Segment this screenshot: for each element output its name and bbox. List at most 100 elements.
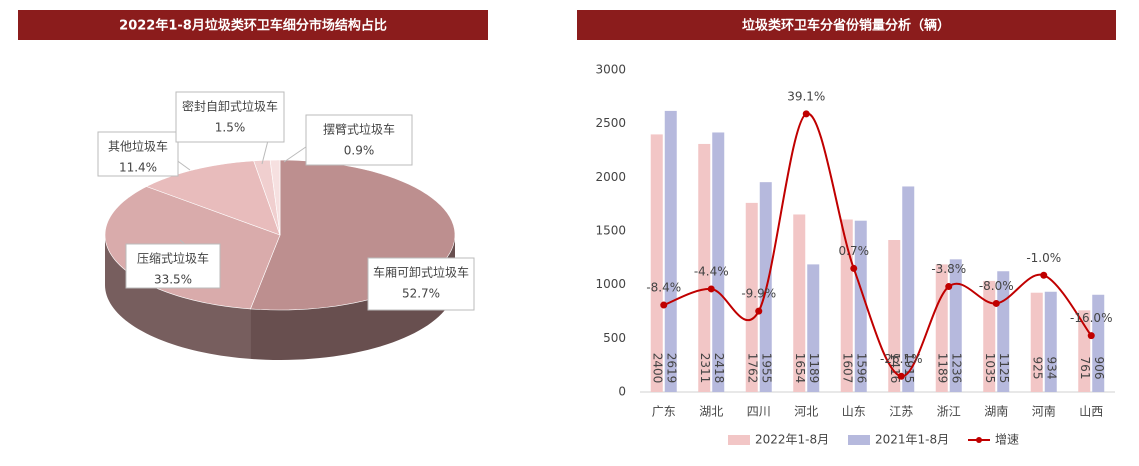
- line-value-label: -16.0%: [1070, 311, 1112, 325]
- line-marker: [802, 110, 810, 118]
- callout-box: [97, 131, 179, 177]
- bar: [854, 220, 867, 392]
- line-value-label: -9.9%: [741, 287, 776, 301]
- line-value-label: -1.0%: [1026, 251, 1061, 265]
- slice-label: 其他垃圾车: [108, 139, 168, 154]
- bar: [1092, 294, 1105, 392]
- line-marker: [850, 264, 858, 272]
- bar: [1044, 291, 1057, 392]
- slice-label: 压缩式垃圾车: [137, 251, 209, 266]
- x-tick-label: 河南: [1032, 404, 1056, 419]
- slice-label: 摆臂式垃圾车: [323, 122, 395, 137]
- x-tick-label: 江苏: [889, 405, 913, 419]
- line-value-label: 39.1%: [787, 89, 825, 103]
- y-tick-label: 1500: [595, 224, 626, 238]
- line-value-label: -8.0%: [979, 279, 1014, 293]
- bar: [840, 219, 853, 392]
- legend-label: 2022年1-8月: [755, 433, 829, 447]
- x-tick-label: 湖北: [699, 404, 723, 419]
- slice-value-label: 0.9%: [344, 144, 375, 158]
- bar-value-label: 1654: [793, 353, 807, 384]
- callout-box: [367, 257, 475, 311]
- bar-value-label: 2619: [664, 353, 678, 384]
- pie-side: [105, 235, 251, 359]
- slice-label: 密封自卸式垃圾车: [182, 99, 278, 114]
- legend-label: 2021年1-8月: [875, 433, 949, 447]
- bar-value-label: 1762: [745, 353, 759, 384]
- bar-value-label: 925: [1030, 357, 1044, 380]
- line-marker: [945, 283, 953, 291]
- line-marker: [660, 301, 668, 309]
- line-marker: [707, 285, 715, 293]
- x-tick-label: 广东: [652, 405, 676, 419]
- slice-value-label: 33.5%: [154, 273, 192, 287]
- pie-slice: [145, 160, 281, 236]
- slice-value-label: 11.4%: [119, 161, 157, 175]
- line-value-label: -26.1%: [880, 352, 922, 366]
- legend-swatch: [848, 435, 870, 445]
- bar: [1030, 292, 1043, 392]
- chart-title: 2022年1-8月垃圾类环卫车细分市场结构占比: [119, 18, 387, 34]
- bar-value-label: 761: [1078, 357, 1092, 380]
- callout-box: [305, 114, 413, 166]
- bar-value-label: 934: [1044, 357, 1058, 380]
- bar-value-label: 1596: [854, 353, 868, 384]
- legend-swatch: [728, 435, 750, 445]
- callout-box: [175, 91, 285, 143]
- bar-value-label: 1035: [983, 353, 997, 384]
- bar-value-label: 1955: [759, 353, 773, 384]
- line-marker: [1040, 271, 1048, 279]
- bar-value-label: 906: [1092, 357, 1106, 380]
- bar: [983, 280, 996, 392]
- bar-value-label: 2311: [698, 353, 712, 384]
- slice-label: 车厢可卸式垃圾车: [373, 265, 469, 280]
- y-tick-label: 2000: [595, 170, 626, 184]
- line-value-label: 0.7%: [839, 244, 870, 258]
- bar-value-label: 1236: [949, 353, 963, 384]
- bar: [949, 259, 962, 392]
- line: [663, 112, 1093, 378]
- pie-side: [250, 235, 455, 360]
- y-tick-label: 3000: [595, 63, 626, 77]
- bar-value-label: 1607: [840, 353, 854, 384]
- y-tick-label: 2500: [595, 116, 626, 130]
- bar: [793, 214, 806, 392]
- y-tick-label: 0: [618, 385, 626, 399]
- x-tick-label: 四川: [747, 405, 771, 419]
- bar: [888, 240, 901, 392]
- legend-swatch: [976, 437, 982, 443]
- slice-value-label: 1.5%: [215, 121, 246, 135]
- bar: [698, 143, 711, 392]
- y-tick-label: 1000: [595, 277, 626, 291]
- legend-label: 增速: [995, 433, 1019, 447]
- pie-slice: [269, 159, 281, 236]
- bar: [807, 264, 820, 392]
- bar-value-label: 2418: [712, 353, 726, 384]
- line-value-label: -3.8%: [931, 262, 966, 276]
- bar: [935, 264, 948, 392]
- bar-value-label: 2400: [650, 353, 664, 384]
- line-marker: [992, 299, 1000, 307]
- line-marker: [897, 372, 905, 380]
- bar: [712, 132, 725, 392]
- line-marker: [755, 307, 763, 315]
- line-value-label: -8.4%: [646, 281, 681, 295]
- callout-box: [125, 243, 221, 289]
- pie-slice: [253, 159, 281, 236]
- chart-title: 垃圾类环卫车分省份销量分析（辆）: [742, 18, 950, 34]
- line-value-label: -4.4%: [694, 264, 729, 278]
- slice-value-label: 52.7%: [402, 287, 440, 301]
- bar-value-label: 1189: [807, 353, 821, 384]
- title-banner: [577, 10, 1116, 40]
- bar: [902, 186, 915, 392]
- x-tick-label: 山东: [842, 405, 866, 419]
- bar: [664, 110, 677, 393]
- bar-value-label: 1189: [935, 353, 949, 384]
- y-tick-label: 500: [603, 331, 626, 345]
- bar: [745, 202, 758, 392]
- title-banner: [18, 10, 488, 40]
- x-tick-label: 河北: [794, 405, 818, 419]
- x-tick-label: 山西: [1079, 405, 1103, 419]
